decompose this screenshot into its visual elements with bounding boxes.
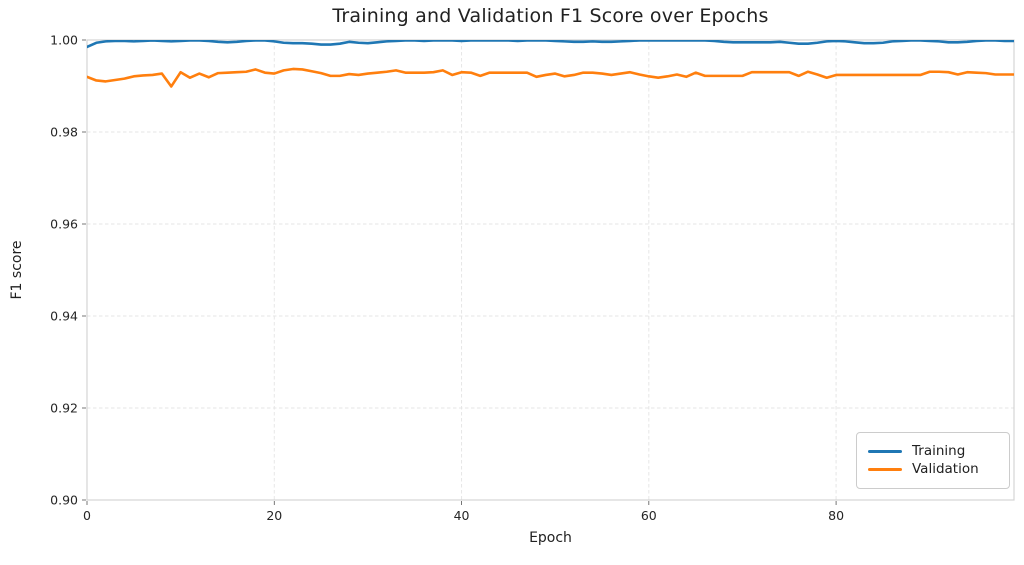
y-tick-label: 0.90 xyxy=(50,493,78,508)
legend: Training Validation xyxy=(856,432,1010,489)
y-tick-label: 0.92 xyxy=(50,401,78,416)
series-line-validation xyxy=(87,67,1014,88)
chart-title: Training and Validation F1 Score over Ep… xyxy=(332,5,769,27)
y-tick-label: 1.00 xyxy=(50,33,78,48)
x-tick-label: 20 xyxy=(266,508,282,523)
x-tick-label: 80 xyxy=(828,508,844,523)
series-line-training xyxy=(87,40,1014,49)
legend-label-validation: Validation xyxy=(912,461,979,477)
x-tick-label: 0 xyxy=(83,508,91,523)
y-tick-label: 0.94 xyxy=(50,309,78,324)
x-axis-label: Epoch xyxy=(529,530,572,546)
x-tick-label: 40 xyxy=(454,508,470,523)
legend-line-sample-training xyxy=(868,449,902,453)
y-tick-label: 0.98 xyxy=(50,125,78,140)
y-axis-label: F1 score xyxy=(9,240,25,300)
y-tick-label: 0.96 xyxy=(50,217,78,232)
legend-item-validation: Validation xyxy=(868,461,1009,477)
x-tick-label: 60 xyxy=(641,508,657,523)
legend-item-training: Training xyxy=(868,442,1009,459)
legend-line-sample-validation xyxy=(868,468,902,472)
legend-label-training: Training xyxy=(912,442,966,459)
plot-border xyxy=(86,39,1015,501)
